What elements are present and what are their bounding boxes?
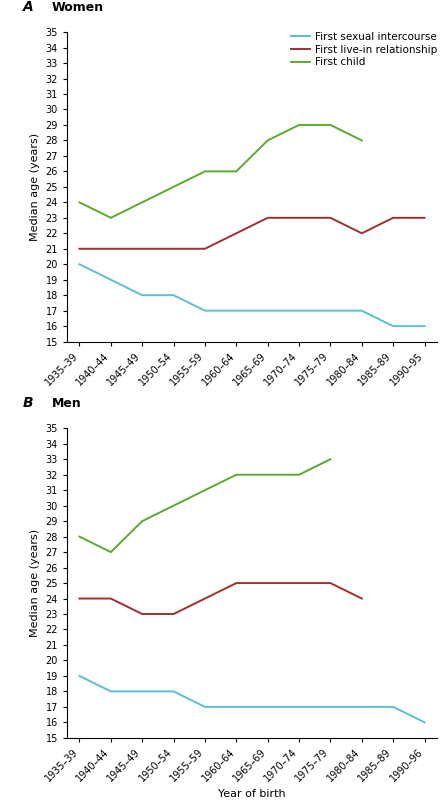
- Text: B: B: [22, 395, 33, 410]
- Text: A: A: [22, 0, 33, 14]
- Y-axis label: Median age (years): Median age (years): [30, 529, 40, 637]
- Text: Women: Women: [52, 1, 104, 14]
- Y-axis label: Median age (years): Median age (years): [30, 133, 40, 241]
- Legend: First sexual intercourse, First live-in relationship, First child: First sexual intercourse, First live-in …: [291, 32, 437, 67]
- X-axis label: Year of birth: Year of birth: [218, 789, 286, 799]
- Text: Men: Men: [52, 397, 82, 410]
